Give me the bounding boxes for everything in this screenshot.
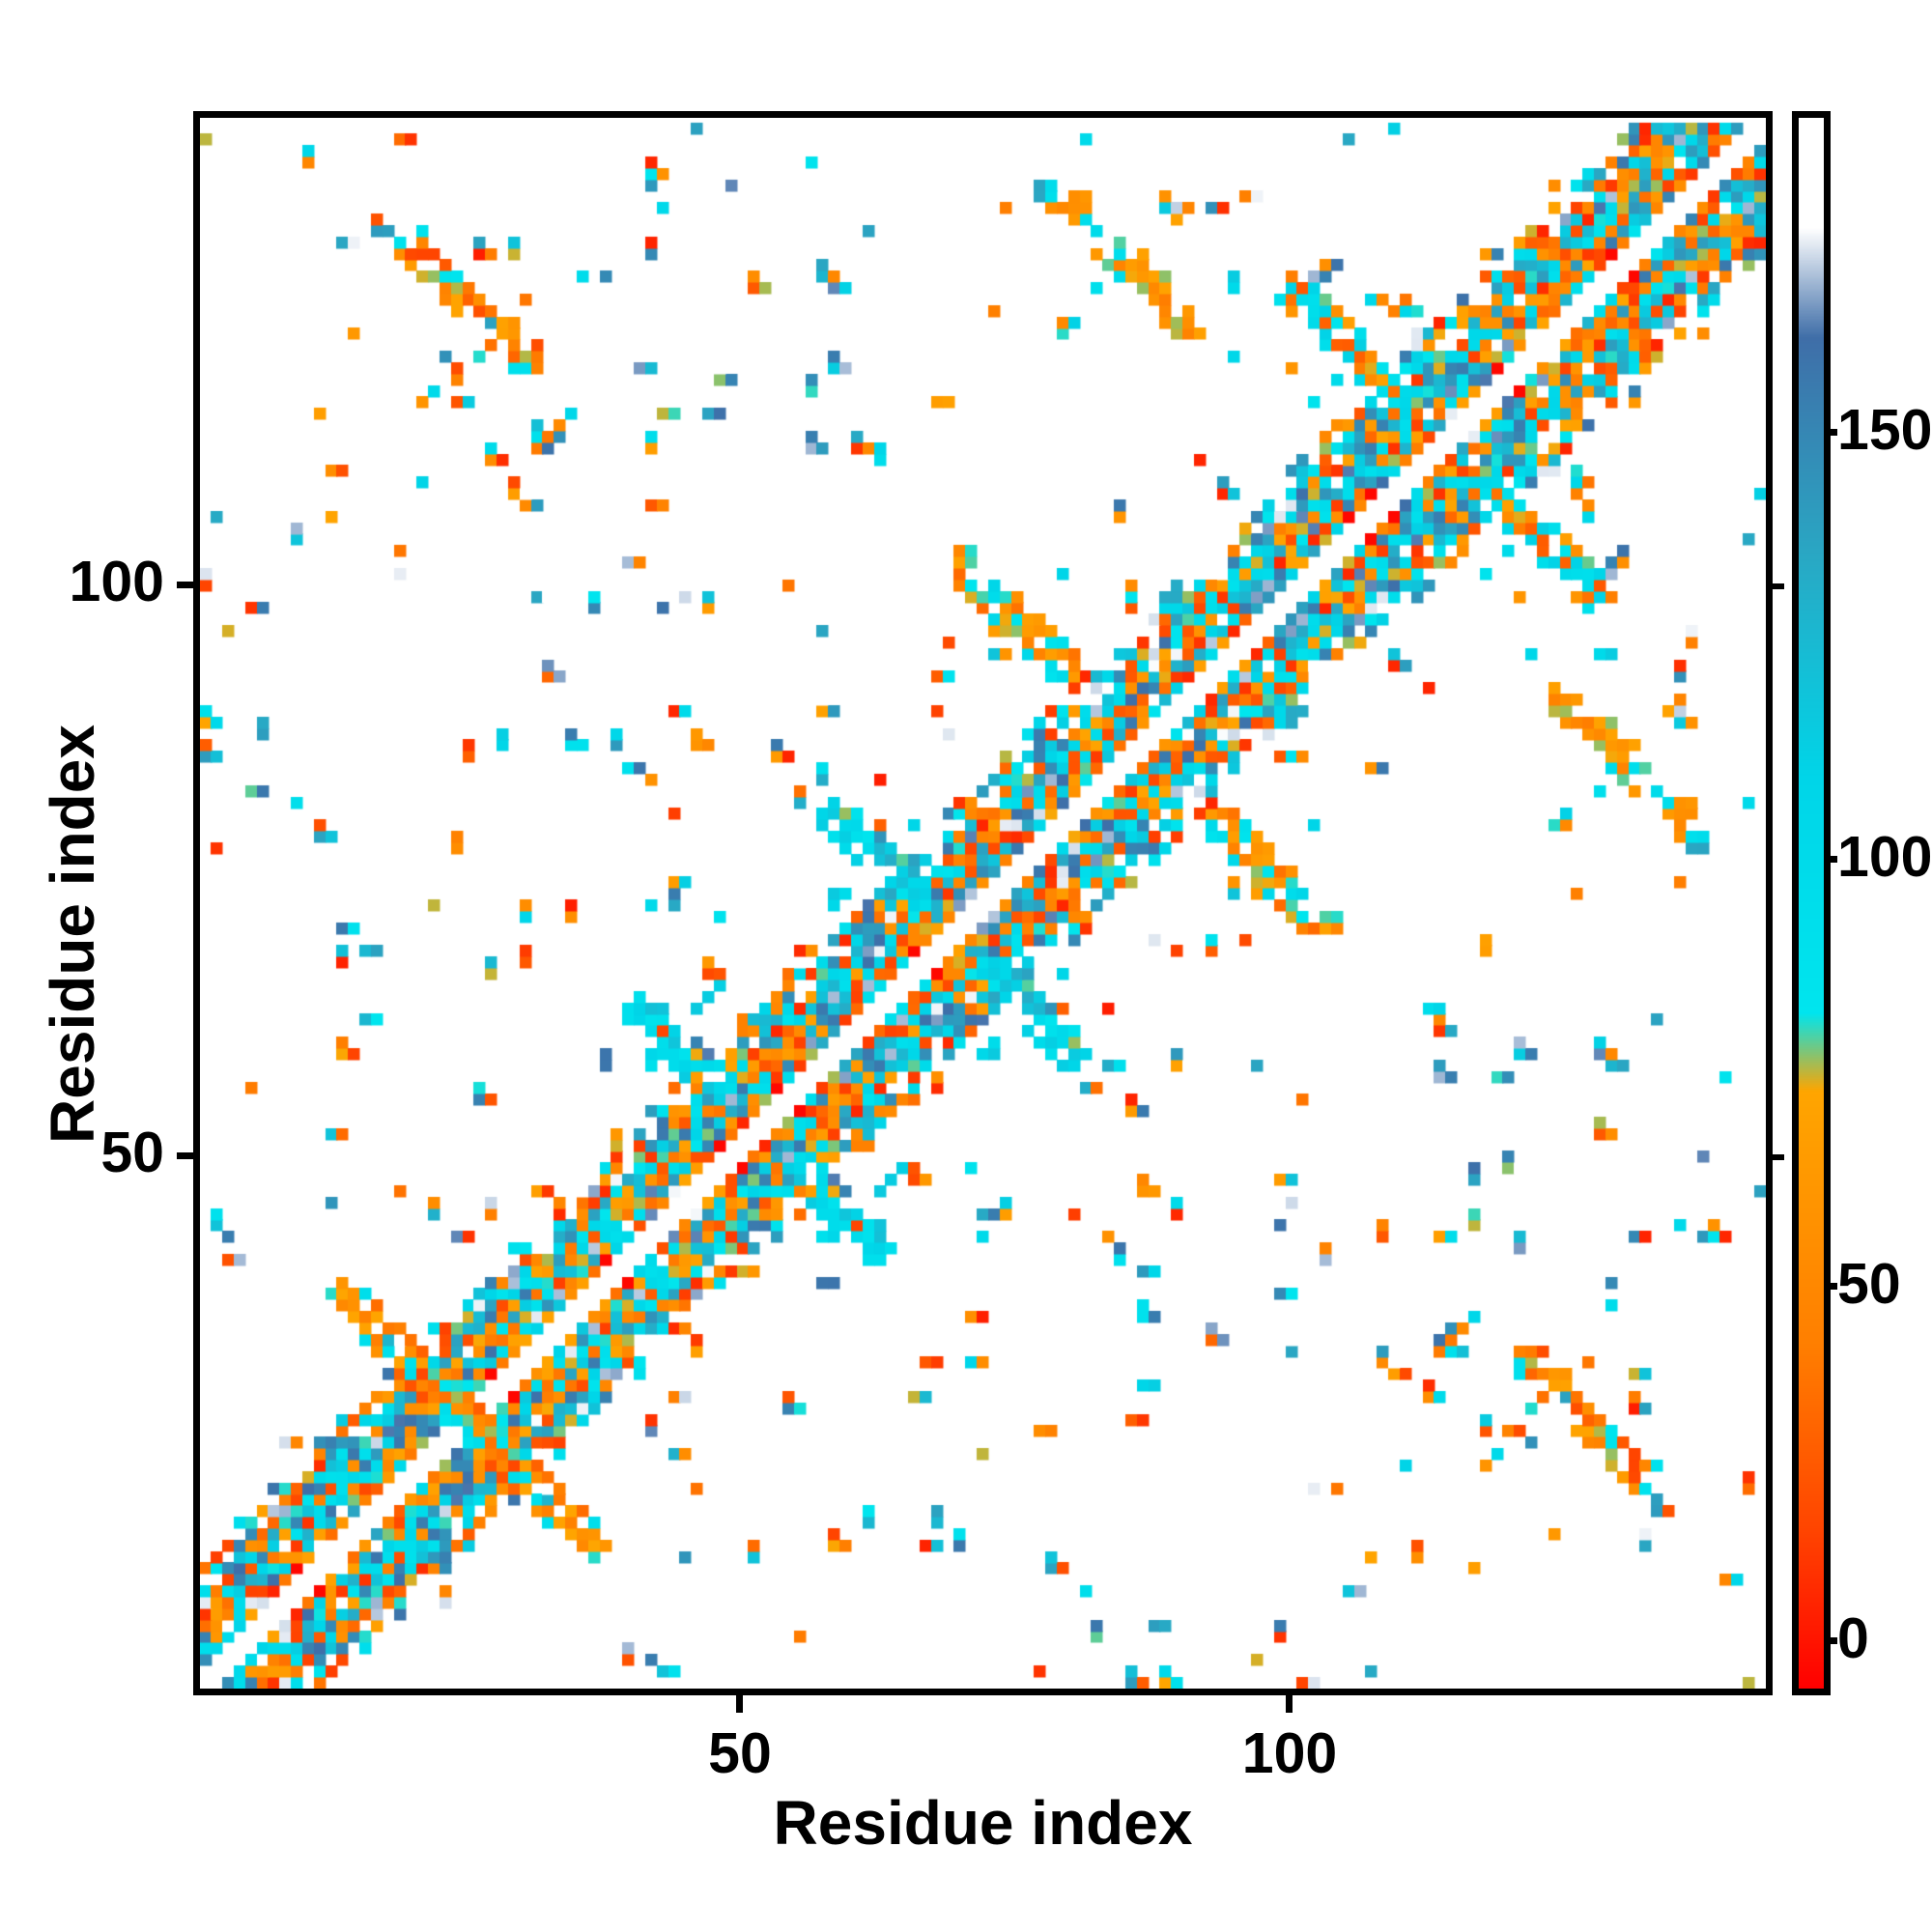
colorbar-tick-50 (1824, 1283, 1837, 1290)
x-tick-label-50: 50 (708, 1721, 772, 1785)
y-tick-50 (177, 1152, 194, 1159)
colorbar-label-0: 0 (1837, 1606, 1869, 1670)
colorbar-tick-0 (1824, 1637, 1837, 1644)
plot-right-minor-tick-lower (1773, 1154, 1784, 1160)
colorbar-label-150: 150 (1837, 398, 1932, 462)
colorbar-label-50: 50 (1837, 1252, 1901, 1316)
colorbar-label-100: 100 (1837, 825, 1932, 889)
colorbar (1792, 111, 1831, 1695)
x-axis-title: Residue index (773, 1788, 1193, 1858)
x-tick-label-100: 100 (1241, 1721, 1338, 1785)
colorbar-gradient (1799, 118, 1824, 1689)
y-tick-label-100: 100 (69, 550, 164, 613)
plot-right-minor-tick-upper (1773, 583, 1784, 589)
y-tick-100 (177, 582, 194, 588)
y-tick-label-50: 50 (100, 1121, 164, 1184)
x-tick-50 (736, 1695, 743, 1713)
heatmap-plot-area (193, 111, 1773, 1695)
colorbar-tick-150 (1824, 429, 1837, 436)
colorbar-tick-100 (1824, 856, 1837, 863)
heatmap-canvas (200, 118, 1766, 1689)
x-tick-100 (1286, 1695, 1293, 1713)
y-axis-title: Residue index (38, 724, 107, 1144)
